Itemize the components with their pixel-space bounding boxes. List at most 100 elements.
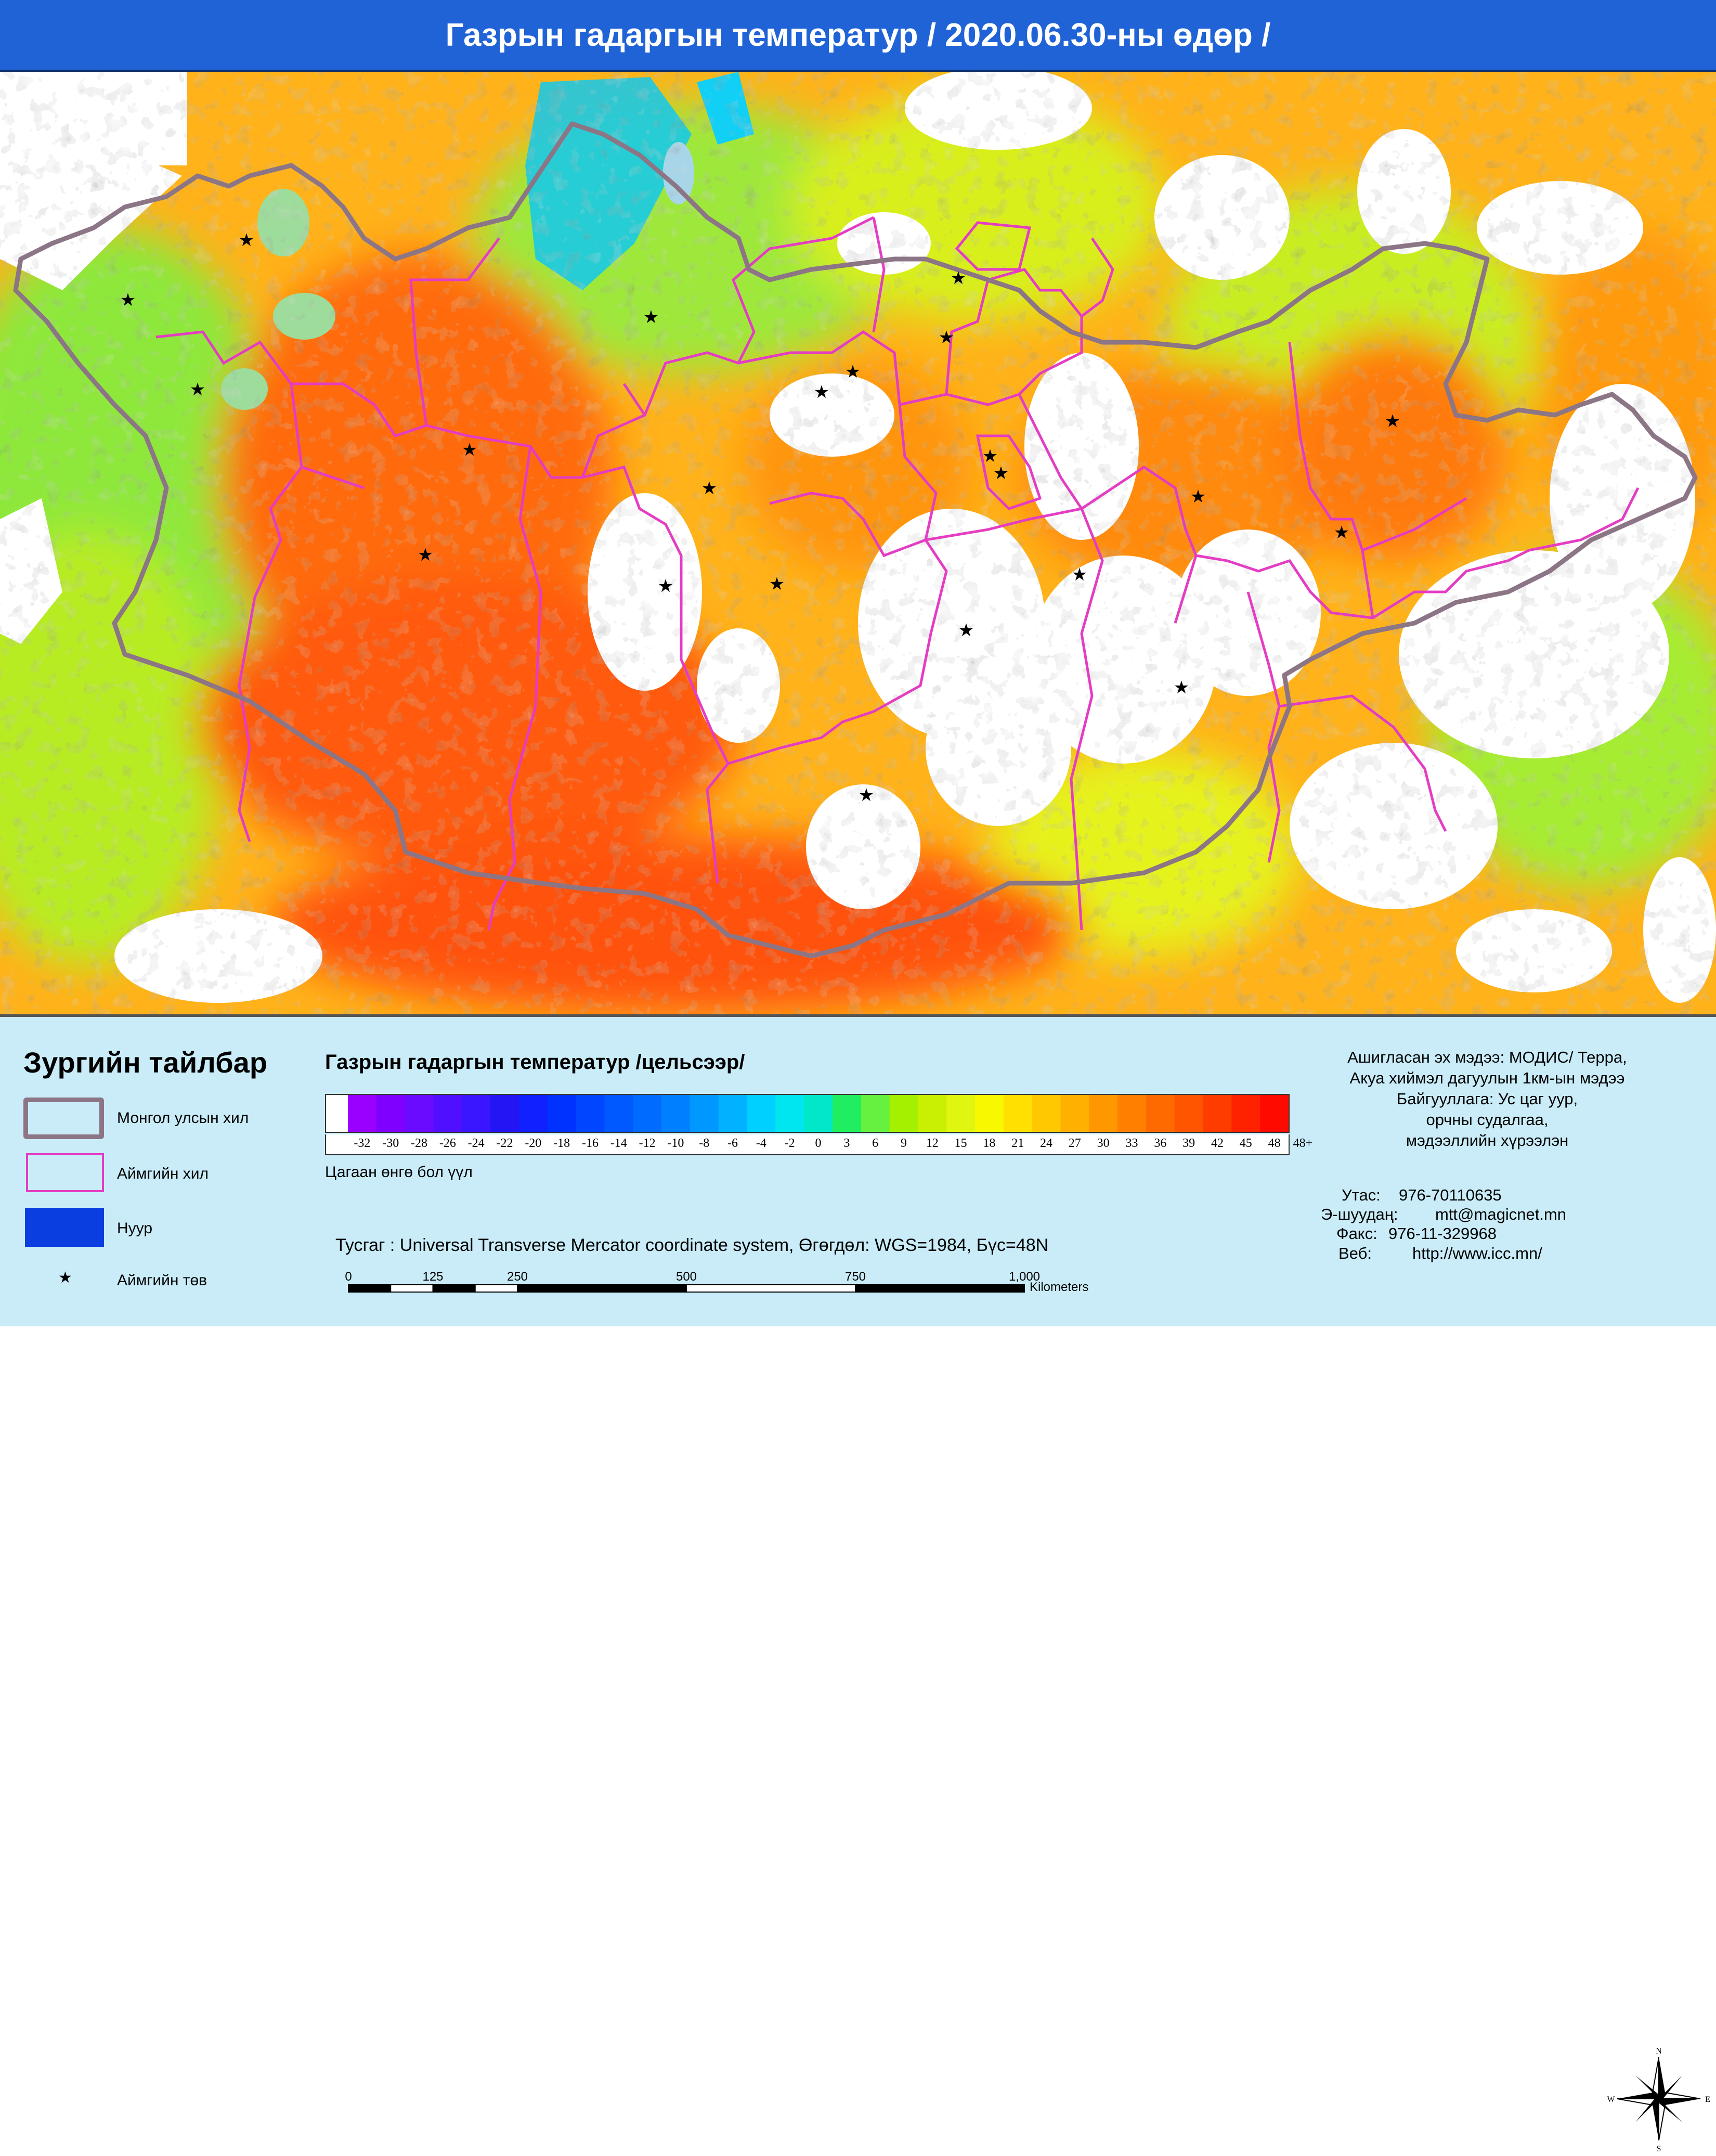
lake-swatch (25, 1208, 104, 1247)
aimag-center-star: ★ (951, 268, 966, 289)
compass-w: W (1607, 2095, 1615, 2104)
aimag-center-star: ★ (814, 382, 829, 403)
aimag-boundaries (155, 216, 1640, 931)
colorbar-tick-label: -20 (525, 1137, 542, 1150)
national-border (13, 121, 1698, 959)
colorbar-swatch (1174, 1095, 1204, 1132)
colorbar-swatch (547, 1095, 577, 1132)
colorbar-tick-label: 12 (926, 1137, 939, 1150)
colorbar-swatch (747, 1095, 776, 1132)
colorbar-swatch (889, 1095, 918, 1132)
compass-e: E (1705, 2095, 1710, 2104)
colorbar-swatch (946, 1095, 976, 1132)
colorbar-swatch (975, 1095, 1004, 1132)
scale-bar-segment (517, 1284, 687, 1293)
colorbar-swatch (490, 1095, 519, 1132)
national-border-label: Монгол улсын хил (117, 1109, 249, 1127)
colorbar-tick-label: -32 (354, 1137, 371, 1150)
colorbar-swatch (1003, 1095, 1033, 1132)
colorbar-swatch (718, 1095, 747, 1132)
colorbar-tick-label: 27 (1068, 1137, 1081, 1150)
colorbar-swatch (1231, 1095, 1260, 1132)
aimag-center-star: ★ (845, 362, 861, 382)
scale-bar-tick-label: 0 (345, 1270, 352, 1284)
temperature-map[interactable]: ★ ★ ★ ★ ★ ★ ★ ★ ★ ★ ★ ★ ★ ★ ★ ★ ★ ★ ★ ★ … (0, 72, 1716, 1014)
email-label: Э-шуудаң: (1321, 1205, 1398, 1223)
colorbar-tick-label: 42 (1211, 1137, 1224, 1150)
fax-label: Факс: (1336, 1224, 1377, 1243)
colorbar-tick-label: -22 (496, 1137, 513, 1150)
aimag-center-star: ★ (658, 576, 673, 597)
colorbar-tick-label: 3 (843, 1137, 850, 1150)
colorbar-tick-label: -8 (699, 1137, 710, 1150)
national-border-swatch (23, 1098, 104, 1139)
aimag-center-star: ★ (1385, 411, 1400, 432)
colorbar-tick-label: 39 (1182, 1137, 1195, 1150)
source-line-4: орчны судалгаа, (1426, 1111, 1549, 1129)
colorbar-tick-label: 30 (1097, 1137, 1110, 1150)
colorbar-swatch (1260, 1095, 1289, 1132)
scale-bar-segment (855, 1284, 1025, 1293)
colorbar-tick-label: -6 (727, 1137, 738, 1150)
colorbar-swatch (832, 1095, 862, 1132)
colorbar-swatch (518, 1095, 548, 1132)
temperature-colorbar (325, 1094, 1290, 1133)
aimag-center-star: ★ (701, 478, 717, 499)
colorbar-tick-label: 0 (815, 1137, 822, 1150)
source-line-5: мэдээллийн хүрээлэн (1406, 1131, 1569, 1150)
aimag-centers: ★ ★ ★ ★ ★ ★ ★ ★ ★ ★ ★ ★ ★ ★ ★ ★ ★ ★ ★ ★ … (120, 230, 1400, 806)
compass-s: S (1657, 2145, 1661, 2153)
colorbar-tick-label: -16 (581, 1137, 599, 1150)
email-link[interactable]: mtt@magicnet.mn (1435, 1205, 1566, 1223)
colorbar-swatch (1203, 1095, 1232, 1132)
scale-bar-tick-label: 125 (422, 1270, 443, 1284)
aimag-center-star: ★ (462, 440, 477, 460)
colorbar-tick-label: 24 (1040, 1137, 1053, 1150)
colorbar-tick-label: 21 (1011, 1137, 1024, 1150)
colorbar-tick-label: 36 (1154, 1137, 1167, 1150)
colorbar-tick-label: -18 (553, 1137, 570, 1150)
web-label: Веб: (1338, 1244, 1372, 1262)
colorbar-swatch (775, 1095, 804, 1132)
colorbar-swatch-cloud (326, 1095, 348, 1132)
scale-bar-segment (390, 1284, 434, 1293)
colorbar-tick-label: 18 (983, 1137, 996, 1150)
colorbar-swatches (326, 1095, 1289, 1132)
aimag-center-star: ★ (120, 290, 136, 311)
colorbar-swatch (604, 1095, 633, 1132)
colorbar-labels: -32 -30 -28 -26 -24 -22 -20 -18 -16 -14 -12 -10 -8 -6… (325, 1134, 1312, 1155)
map-title: Газрын гадаргын температур / 2020.06.30-… (0, 0, 1716, 72)
colorbar-swatch (1089, 1095, 1118, 1132)
scale-bar-unit: Kilometers (1030, 1280, 1088, 1294)
colorbar-tick-label: 48+ (1293, 1137, 1313, 1150)
colorbar-swatch (861, 1095, 890, 1132)
colorbar-tick-label: 6 (872, 1137, 879, 1150)
aimag-border-label: Аймгийн хил (117, 1165, 209, 1182)
colorbar-swatch (376, 1095, 406, 1132)
aimag-center-star: ★ (1334, 522, 1349, 543)
scale-bar: 0 125 250 500 750 1,000 Kilometers (333, 1264, 1123, 1311)
legend-panel: Зургийн тайлбар Монгол улсын хил Аймгийн… (0, 1014, 1716, 2153)
colorbar-swatch (433, 1095, 462, 1132)
aimag-center-star: ★ (239, 230, 254, 251)
phone-label: Утас: (1342, 1186, 1381, 1204)
colorbar-tick-label: -10 (667, 1137, 684, 1150)
lake-label: Нуур (117, 1220, 153, 1237)
colorbar-tick-label: -14 (610, 1137, 627, 1150)
aimag-center-star: ★ (1190, 486, 1206, 507)
colorbar-tick-label: 9 (900, 1137, 907, 1150)
projection-text: Тусгаг : Universal Transverse Mercator c… (335, 1235, 1049, 1255)
web-link[interactable]: http://www.icc.mn/ (1412, 1244, 1542, 1262)
map-canvas: ★ ★ ★ ★ ★ ★ ★ ★ ★ ★ ★ ★ ★ ★ ★ ★ ★ ★ ★ ★ … (0, 72, 1716, 1014)
colorbar-swatch (804, 1095, 833, 1132)
colorbar-swatch (576, 1095, 605, 1132)
cloud-note: Цагаан өнгө бол үүл (325, 1164, 473, 1181)
aimag-center-star: ★ (859, 785, 874, 806)
colorbar-tick-label: 45 (1239, 1137, 1252, 1150)
colorbar-swatch (690, 1095, 719, 1132)
colorbar-tick-label: -26 (439, 1137, 456, 1150)
legend-heading: Зургийн тайлбар (23, 1046, 268, 1079)
scale-bar-tick-label: 1,000 (1009, 1270, 1040, 1284)
scale-bar-tick-label: 500 (676, 1270, 697, 1284)
scale-bar-segment (686, 1284, 856, 1293)
